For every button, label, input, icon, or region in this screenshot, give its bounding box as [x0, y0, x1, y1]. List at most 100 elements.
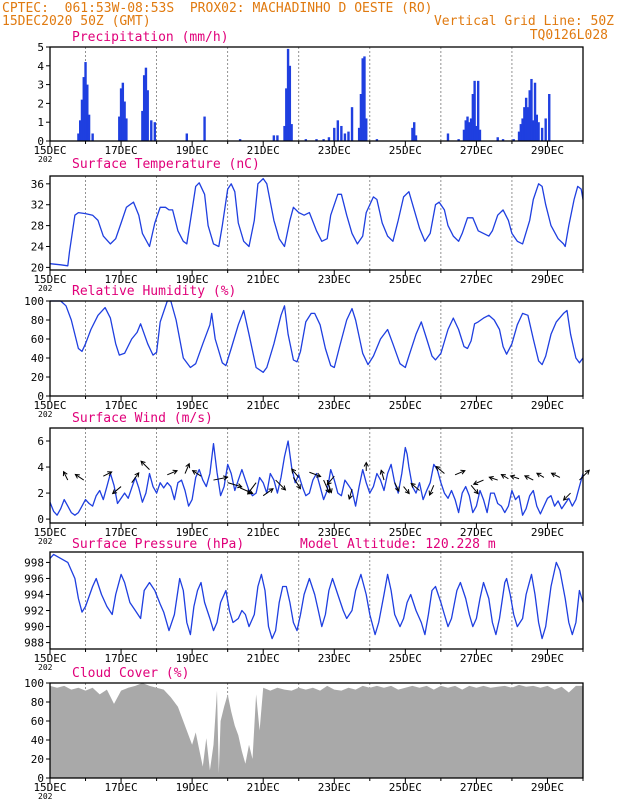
wind-vector-head — [237, 483, 243, 489]
precip-bar — [457, 139, 460, 141]
x-tick-label: 15DEC — [33, 144, 66, 157]
wind-vector-head — [327, 488, 333, 494]
precip-bar — [540, 127, 544, 141]
wind-vector-head — [550, 472, 557, 478]
precip-bar — [86, 84, 89, 141]
x-tick-label: 27DEC — [460, 144, 493, 157]
precip-bar — [322, 139, 325, 141]
y-tick-label: 24 — [31, 241, 45, 254]
panel-title: Surface Wind (m/s) — [72, 411, 213, 426]
precip-bar — [327, 137, 331, 141]
precip-bar — [343, 133, 347, 141]
precip-bar — [141, 110, 144, 141]
wind-vector — [63, 471, 69, 481]
x-year-label: 202 — [38, 284, 53, 293]
x-tick-label: 17DEC — [105, 144, 138, 157]
wind-vector — [292, 477, 301, 489]
x-tick-label: 27DEC — [460, 399, 493, 412]
wind-vector — [291, 468, 300, 478]
x-tick-label: 19DEC — [176, 273, 209, 286]
wind-vector-head — [363, 461, 369, 467]
series-line — [49, 177, 584, 267]
precip-bar — [532, 120, 535, 141]
wind-vector-head — [473, 489, 479, 495]
wind-vector-head — [523, 475, 530, 480]
precip-bar — [123, 101, 126, 141]
precip-bar — [91, 133, 94, 141]
wind-vector — [394, 482, 400, 492]
precip-bar — [80, 99, 84, 141]
precip-bar — [524, 97, 528, 141]
precip-bar — [468, 122, 471, 141]
wind-vector — [112, 486, 122, 494]
wind-vector-head — [460, 469, 466, 475]
x-tick-label: 23DEC — [318, 781, 351, 794]
x-tick-label: 17DEC — [105, 526, 138, 539]
x-tick-label: 21DEC — [247, 652, 280, 665]
wind-vector-head — [536, 472, 542, 478]
x-year-label: 202 — [38, 410, 53, 419]
wind-vector — [262, 488, 274, 497]
y-tick-label: 988 — [24, 637, 44, 650]
wind-vector-head — [62, 470, 68, 477]
x-tick-label: 27DEC — [460, 273, 493, 286]
wind-vector-head — [316, 472, 322, 478]
wind-vector — [75, 474, 85, 481]
panel-title: Surface Pressure (hPa) — [72, 537, 244, 552]
wind-vector-head — [134, 472, 140, 478]
y-tick-label: 40 — [31, 734, 44, 747]
wind-vector — [167, 470, 178, 476]
header-grid-note: Vertical Grid Line: 50Z — [433, 14, 614, 29]
precip-bar — [119, 88, 123, 141]
precip-bar — [519, 124, 523, 141]
precip-bar — [121, 82, 125, 141]
precip-bar — [185, 133, 189, 141]
panel-frame — [49, 300, 584, 397]
panel-title: Cloud Cover (%) — [72, 666, 189, 681]
panel-subtitle: Model Altitude: 120.228 m — [300, 537, 496, 552]
wind-vector — [489, 476, 498, 481]
x-tick-label: 23DEC — [318, 652, 351, 665]
y-tick-label: 20 — [31, 753, 44, 766]
precip-bar — [413, 122, 416, 141]
y-tick-label: 100 — [24, 677, 44, 690]
wind-vector-head — [500, 474, 506, 479]
wind-vector — [579, 469, 590, 481]
precip-bar — [501, 139, 505, 141]
y-tick-label: 6 — [37, 435, 44, 448]
x-tick-label: 29DEC — [531, 273, 564, 286]
precip-bar — [544, 118, 547, 141]
wind-vector-head — [325, 488, 331, 494]
wind-vector-head — [584, 469, 590, 475]
x-tick-label: 15DEC — [33, 781, 66, 794]
x-tick-label: 21DEC — [247, 781, 280, 794]
wind-vector-head — [326, 480, 332, 486]
precip-bar — [475, 125, 478, 141]
x-tick-label: 21DEC — [247, 399, 280, 412]
precip-bar — [288, 65, 292, 141]
y-tick-label: 996 — [24, 572, 44, 585]
precip-bar — [464, 120, 467, 141]
panel-frame — [49, 551, 584, 650]
y-tick-label: 60 — [31, 333, 44, 346]
y-tick-label: 2 — [37, 97, 44, 110]
wind-vector-head — [379, 469, 385, 475]
x-tick-label: 25DEC — [389, 273, 422, 286]
panel-frame — [49, 46, 584, 142]
wind-vector-head — [223, 475, 229, 481]
x-tick-label: 29DEC — [531, 144, 564, 157]
wind-vector — [227, 482, 242, 488]
panel-frame — [49, 427, 584, 524]
wind-vector-head — [291, 468, 297, 474]
wind-vector-head — [107, 471, 113, 476]
x-tick-label: 15DEC — [33, 399, 66, 412]
y-tick-label: 36 — [31, 178, 44, 191]
precip-bar — [150, 120, 153, 141]
panel-frame — [49, 175, 584, 271]
wind-vector-head — [268, 488, 274, 493]
precip-bar — [304, 139, 308, 141]
wind-vector-head — [347, 494, 353, 500]
precip-bar — [471, 94, 475, 141]
x-tick-label: 27DEC — [460, 526, 493, 539]
x-tick-label: 17DEC — [105, 652, 138, 665]
